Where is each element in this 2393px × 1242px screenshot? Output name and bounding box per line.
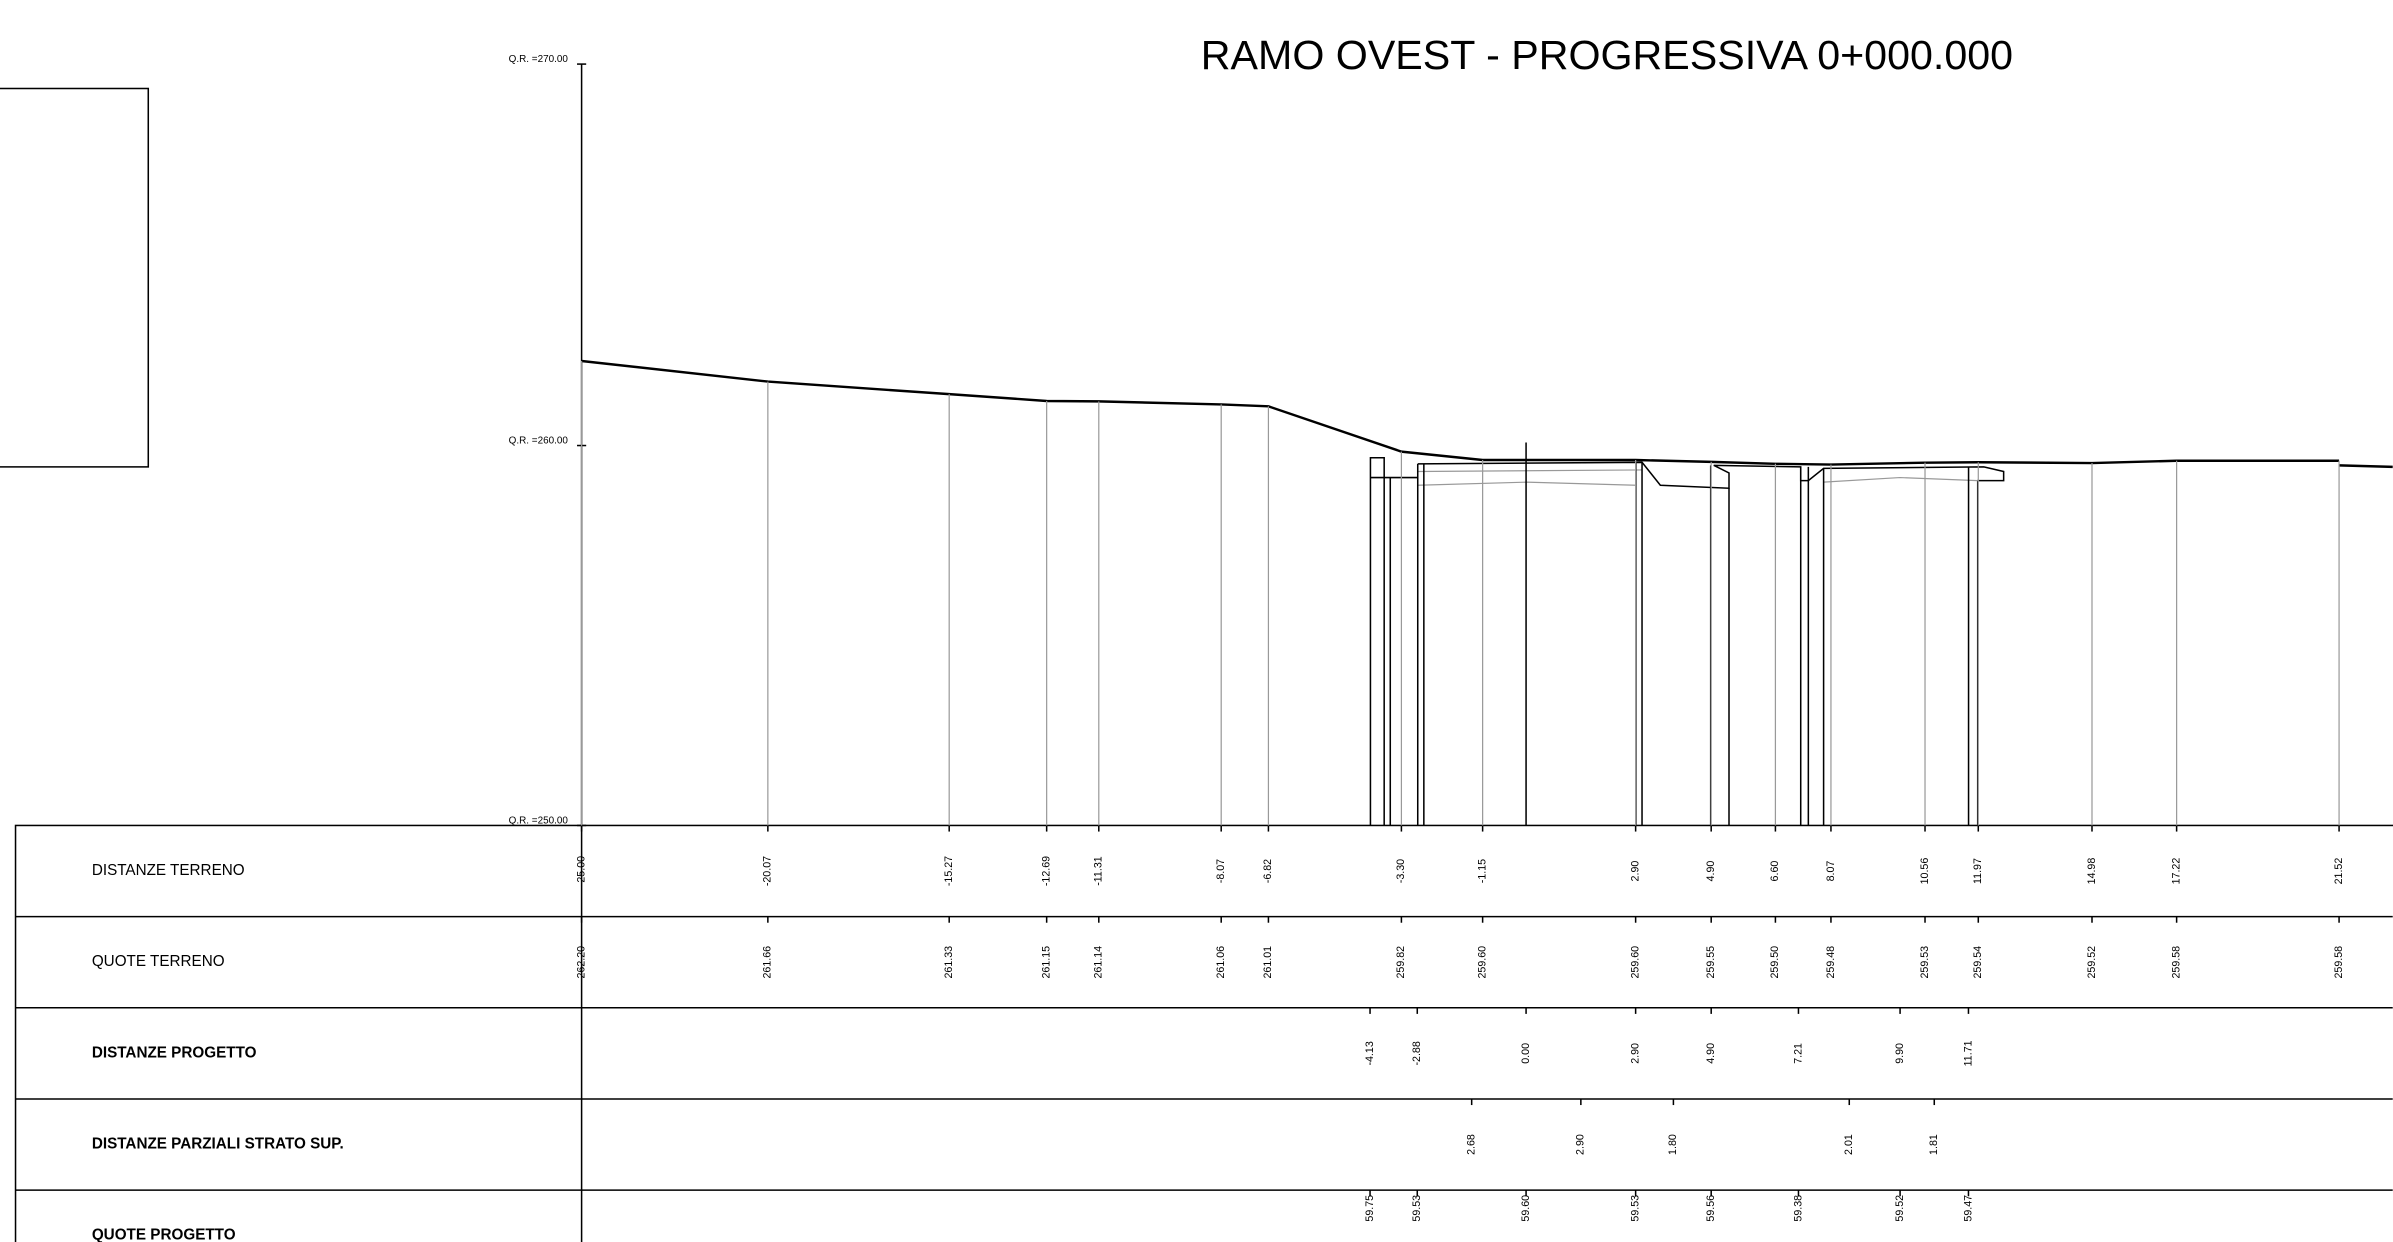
- value: -12.69: [1040, 856, 1052, 886]
- value: 259.55: [1705, 946, 1717, 979]
- value: 259.60: [1629, 946, 1641, 979]
- value: 259.58: [2170, 946, 2182, 979]
- value: 10.56: [1919, 858, 1931, 885]
- value: 2.01: [1843, 1134, 1855, 1155]
- value: 259.53: [1919, 946, 1931, 979]
- value: 259.48: [1825, 946, 1837, 979]
- value: 261.14: [1093, 946, 1105, 979]
- value: 4.90: [1705, 1043, 1717, 1064]
- value: 259.82: [1395, 946, 1407, 979]
- row-label: DISTANZE TERRENO: [92, 862, 245, 879]
- value: 14.98: [2086, 858, 2098, 885]
- design-profile: [1369, 442, 2005, 826]
- side-box: [0, 87, 150, 468]
- row-label: QUOTE PROGETTO: [92, 1227, 236, 1242]
- value: 259.52: [2086, 946, 2098, 979]
- value: -1.15: [1476, 859, 1488, 883]
- value: 59.60: [1520, 1195, 1532, 1222]
- terrain-line: [581, 359, 2340, 466]
- value: -25.00: [575, 856, 587, 886]
- title: RAMO OVEST - PROGRESSIVA 0+000.000: [1201, 32, 2013, 78]
- value: -15.27: [943, 856, 955, 886]
- row-label: DISTANZE PROGETTO: [92, 1044, 257, 1061]
- value: -3.30: [1395, 859, 1407, 883]
- value: 262.20: [575, 946, 587, 979]
- value: 261.66: [762, 946, 774, 979]
- value: 9.90: [1894, 1043, 1906, 1064]
- value: 2.68: [1465, 1134, 1477, 1155]
- value: 17.22: [2170, 858, 2182, 885]
- value: 59.52: [1894, 1195, 1906, 1222]
- value: 2.90: [1629, 1043, 1641, 1064]
- value: 59.38: [1792, 1195, 1804, 1222]
- value: 259.54: [1972, 946, 1984, 979]
- value: 1.80: [1667, 1134, 1679, 1155]
- value: 11.97: [1972, 858, 1984, 884]
- value: 1.81: [1928, 1134, 1940, 1155]
- value: 261.33: [943, 946, 955, 979]
- value: 59.75: [1364, 1195, 1376, 1222]
- value: -8.07: [1215, 859, 1227, 883]
- value: 261.06: [1215, 946, 1227, 979]
- value: 6.60: [1769, 861, 1781, 882]
- value: -4.13: [1364, 1041, 1376, 1065]
- side-table: [0, 87, 150, 468]
- value: -6.82: [1262, 859, 1274, 883]
- value: 8.07: [1825, 861, 1837, 882]
- value: 59.47: [1962, 1195, 1974, 1222]
- value: 0.00: [1520, 1043, 1532, 1064]
- value: 2.90: [1575, 1134, 1587, 1155]
- row-label: DISTANZE PARZIALI STRATO SUP.: [92, 1136, 344, 1153]
- level-label: Q.R. =250.00: [509, 816, 569, 827]
- value: -2.88: [1411, 1041, 1423, 1065]
- value: 259.50: [1769, 946, 1781, 979]
- value: 7.21: [1792, 1043, 1804, 1064]
- row-label: QUOTE TERRENO: [92, 953, 225, 970]
- value: 21.52: [2333, 858, 2345, 885]
- data-table: [14, 824, 2393, 1242]
- value: 259.58: [2333, 946, 2345, 979]
- value: -11.31: [1093, 856, 1105, 886]
- value: 261.15: [1040, 946, 1052, 979]
- value: 259.60: [1476, 946, 1488, 979]
- value: 59.53: [1629, 1195, 1641, 1222]
- value: 4.90: [1705, 861, 1717, 882]
- value: 59.56: [1705, 1195, 1717, 1222]
- value: 59.53: [1411, 1195, 1423, 1222]
- value: 11.71: [1962, 1040, 1974, 1066]
- value: 261.01: [1262, 946, 1274, 979]
- value: -20.07: [762, 856, 774, 886]
- terrain-tail: [2339, 464, 2393, 469]
- value: 2.90: [1629, 861, 1641, 882]
- level-label: Q.R. =260.00: [509, 436, 569, 447]
- level-label: Q.R. =270.00: [509, 54, 569, 65]
